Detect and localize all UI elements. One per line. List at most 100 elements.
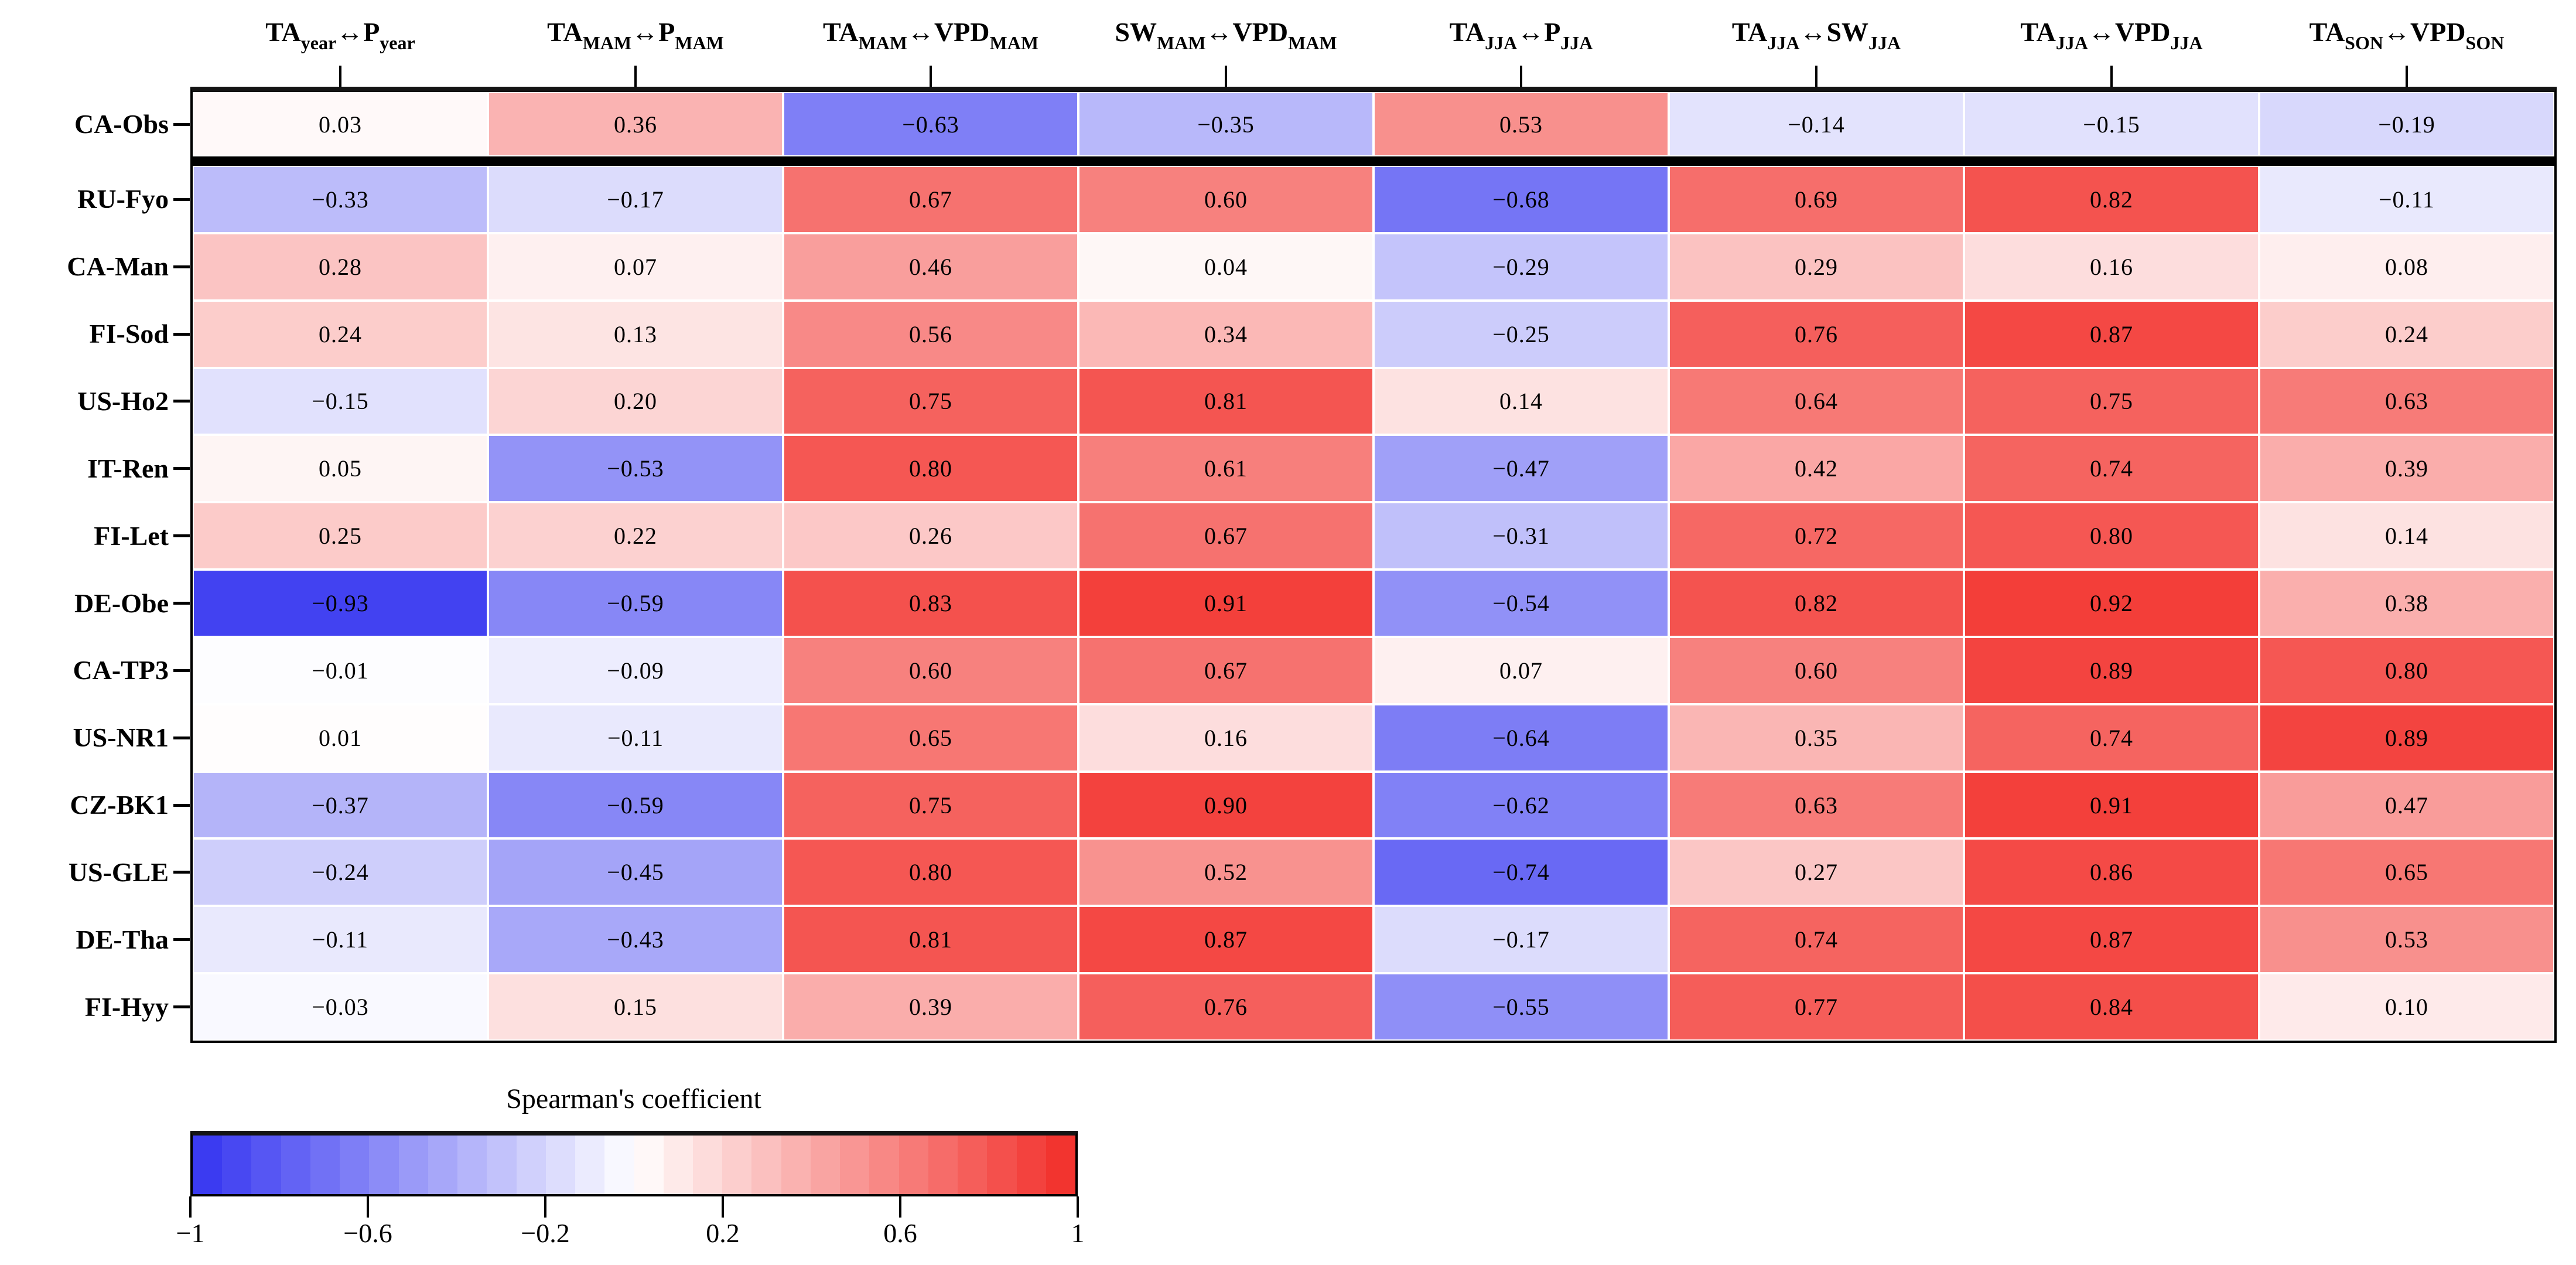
heatmap-cell: −0.25 [1375,301,1668,367]
heatmap-cell: 0.76 [1079,974,1372,1039]
heatmap-cell: 0.89 [1965,637,2258,703]
heatmap-cell: 0.20 [489,369,782,434]
row-tick [173,669,190,672]
heatmap-cell: 0.28 [194,234,487,299]
column-header: TAJJA↔SWJJA [1731,17,1901,53]
heatmap-cell: 0.75 [1965,369,2258,434]
heatmap-cell: 0.14 [1375,369,1668,434]
legend-tick [722,1196,724,1218]
column-tick [930,66,932,87]
row-tick [173,938,190,942]
heatmap-cell: −0.62 [1375,772,1668,838]
row-label: RU-Fyo [77,184,169,214]
heatmap-cell: −0.14 [1670,93,1963,155]
legend-color-step [869,1136,899,1194]
heatmap-cell: 0.84 [1965,974,2258,1039]
row-tick [173,332,190,336]
legend-color-step [428,1136,458,1194]
heatmap-cell: 0.74 [1670,907,1963,973]
heatmap-cell: 0.07 [1375,637,1668,703]
heatmap-cell: −0.29 [1375,234,1668,299]
row-label: FI-Let [94,520,169,551]
row-label: FI-Hyy [84,991,169,1022]
heatmap-cell: 0.77 [1670,974,1963,1039]
heatmap-cell: 0.72 [1670,503,1963,569]
legend-title: Spearman's coefficient [506,1083,761,1114]
heatmap-cell: 0.35 [1670,705,1963,770]
heatmap-cell: 0.63 [2260,369,2553,434]
heatmap-cell: 0.39 [784,974,1077,1039]
row-tick [173,400,190,403]
heatmap-cell: −0.64 [1375,705,1668,770]
heatmap-cell: 0.01 [194,705,487,770]
heatmap-cell: −0.15 [194,369,487,434]
legend-color-step [222,1136,252,1194]
column-tick [1815,66,1817,87]
legend-color-step [1016,1136,1046,1194]
legend-color-step [634,1136,664,1194]
legend-color-step [487,1136,517,1194]
legend-color-step [987,1136,1017,1194]
heatmap-cell: 0.34 [1079,301,1372,367]
heatmap-cell: −0.59 [489,571,782,636]
heatmap-cell: −0.09 [489,637,782,703]
legend-tick [544,1196,546,1218]
heatmap-cell: 0.64 [1670,369,1963,434]
heatmap-cell: 0.42 [1670,436,1963,502]
heatmap-cell: 0.87 [1079,907,1372,973]
heatmap-cell: 0.46 [784,234,1077,299]
legend-tick [367,1196,369,1218]
heatmap-cell: −0.17 [1375,907,1668,973]
heatmap-cell: 0.65 [784,705,1077,770]
heatmap-cell: −0.43 [489,907,782,973]
heatmap-cell: 0.39 [2260,436,2553,502]
heatmap-cell: −0.37 [194,772,487,838]
heatmap-cell: 0.82 [1965,167,2258,232]
legend-color-step [781,1136,811,1194]
heatmap-cell: 0.56 [784,301,1077,367]
row-label: CA-Obs [74,109,169,139]
row-label: DE-Obe [74,588,169,618]
row-tick [173,197,190,201]
column-tick [634,66,637,87]
row-tick [173,265,190,268]
heatmap-cell: −0.11 [194,907,487,973]
column-header: TAJJA↔PJJA [1449,17,1593,53]
heatmap-cell: −0.11 [489,705,782,770]
heatmap-cell: −0.17 [489,167,782,232]
heatmap-cell: 0.16 [1965,234,2258,299]
heatmap-cell: 0.67 [784,167,1077,232]
row-label: CA-Man [67,251,169,282]
column-tick [2406,66,2408,87]
heatmap-cell: −0.54 [1375,571,1668,636]
row-label: US-Ho2 [77,386,169,416]
row-label: US-GLE [68,857,169,887]
legend-tick-label: −1 [176,1218,205,1248]
heatmap-cell: −0.03 [194,974,487,1039]
legend-color-step [251,1136,281,1194]
heatmap-grid: 0.03 0.36 −0.63 −0.35 0.53 −0.14 −0.15 −0.19 −0.… [190,87,2557,1043]
heatmap-cell: 0.74 [1965,436,2258,502]
row-tick [173,122,190,126]
heatmap-cell: 0.38 [2260,571,2553,636]
heatmap-cell: 0.04 [1079,234,1372,299]
row-tick [173,602,190,605]
legend-color-step [516,1136,546,1194]
heatmap-cell: −0.11 [2260,167,2553,232]
row-label: US-NR1 [73,722,169,753]
legend-color-step [398,1136,428,1194]
row-tick [173,871,190,874]
column-header: TAMAM↔PMAM [547,17,724,53]
heatmap-cell: 0.81 [1079,369,1372,434]
heatmap-cell: 0.27 [1670,840,1963,905]
heatmap-cell: 0.81 [784,907,1077,973]
legend-color-step [604,1136,634,1194]
heatmap-cell: 0.10 [2260,974,2553,1039]
heatmap-cell: 0.87 [1965,907,2258,973]
row-label: DE-Tha [76,924,169,954]
heatmap-cell: 0.14 [2260,503,2553,569]
heatmap-cell: 0.13 [489,301,782,367]
heatmap-cell: −0.01 [194,637,487,703]
heatmap-cell: −0.93 [194,571,487,636]
